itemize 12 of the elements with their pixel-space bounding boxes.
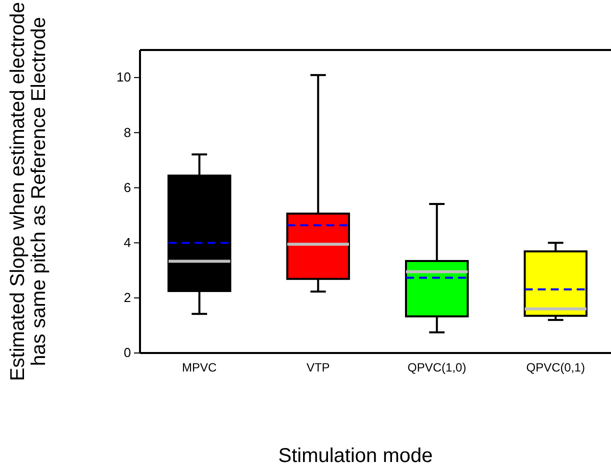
y-tick-label: 4	[124, 234, 131, 250]
y-axis-title: Estimated Slope when estimated electrode has same pitch as Reference Electrode	[7, 2, 50, 382]
y-tick-label: 6	[124, 180, 131, 195]
x-tick-label: QPVC(1,0)	[408, 360, 466, 375]
y-tick-label: 8	[124, 124, 131, 140]
y-tick-label: 2	[124, 290, 131, 306]
x-tick-label: MPVC	[182, 360, 218, 375]
x-tick-label: QPVC(0,1)	[526, 360, 585, 375]
x-tick-label: VTP	[306, 360, 330, 375]
y-tick-label: 10	[116, 70, 131, 85]
y-tick-label: 0	[124, 345, 131, 360]
x-axis-title: Stimulation mode	[278, 445, 433, 467]
